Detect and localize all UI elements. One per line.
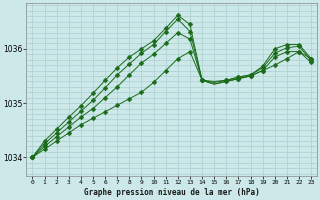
- X-axis label: Graphe pression niveau de la mer (hPa): Graphe pression niveau de la mer (hPa): [84, 188, 260, 197]
